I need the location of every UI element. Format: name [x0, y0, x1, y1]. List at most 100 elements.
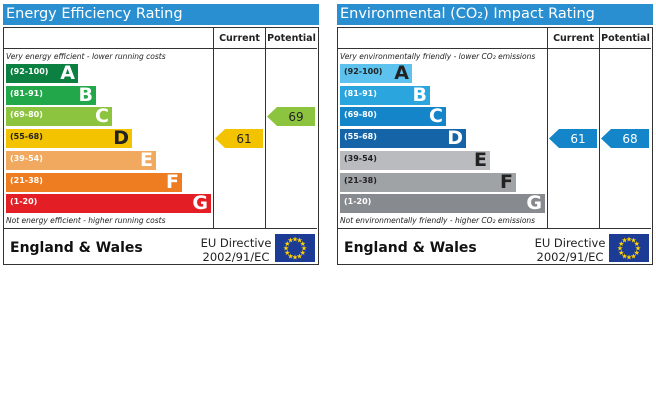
- band-g: (1-20) G: [6, 192, 211, 215]
- eu-directive: EU Directive 2002/91/EC: [533, 236, 607, 264]
- band-range: (39-54): [344, 153, 377, 163]
- star-icon: ★: [296, 237, 302, 245]
- band-d: (55-68) D: [340, 127, 466, 150]
- bottom-note: Not energy efficient - higher running co…: [6, 216, 166, 225]
- col-potential-header: Potential: [267, 33, 316, 44]
- star-icon: ★: [621, 237, 627, 245]
- band-range: (55-68): [344, 132, 377, 142]
- band-letter: D: [113, 127, 129, 150]
- star-icon: ★: [283, 245, 289, 253]
- potential-rating-arrow-shape: [601, 129, 649, 149]
- star-icon: ★: [626, 254, 632, 262]
- star-icon: ★: [618, 249, 624, 257]
- band-letter: B: [78, 83, 93, 106]
- top-note: Very environmentally friendly - lower CO…: [340, 52, 536, 61]
- band-d: (55-68) D: [6, 127, 132, 150]
- panel-title: Energy Efficiency Rating: [3, 4, 319, 25]
- star-icon: ★: [621, 252, 627, 260]
- star-icon: ★: [300, 240, 306, 248]
- band-g: (1-20) G: [340, 192, 545, 215]
- panel-title: Environmental (CO₂) Impact Rating: [337, 4, 653, 25]
- divider: [265, 28, 266, 229]
- current-rating-arrow: 61: [549, 129, 597, 149]
- eu-directive: EU Directive 2002/91/EC: [199, 236, 273, 264]
- star-icon: ★: [634, 249, 640, 257]
- col-current-header: Current: [553, 33, 594, 44]
- potential-rating-arrow: 68: [601, 129, 649, 149]
- band-range: (81-91): [10, 88, 43, 98]
- band-range: (21-38): [344, 175, 377, 185]
- star-icon: ★: [300, 249, 306, 257]
- band-range: (21-38): [10, 175, 43, 185]
- star-icon: ★: [634, 240, 640, 248]
- col-potential-header: Potential: [601, 33, 650, 44]
- band-letter: D: [447, 127, 463, 150]
- band-letter: B: [412, 83, 427, 106]
- current-rating-arrow-shape: [549, 129, 597, 149]
- band-e: (39-54) E: [340, 148, 490, 171]
- eu-stars-icon: ★★★★★★★★★★★★: [617, 236, 641, 262]
- band-range: (92-100): [344, 67, 383, 76]
- band-c: (69-80) C: [6, 105, 112, 127]
- band-b: (81-91) B: [340, 83, 430, 106]
- star-icon: ★: [301, 245, 307, 253]
- bottom-note: Not environmentally friendly - higher CO…: [340, 216, 536, 225]
- band-letter: F: [500, 170, 513, 193]
- divider: [338, 48, 651, 49]
- band-letter: G: [526, 192, 542, 215]
- band-e: (39-54) E: [6, 149, 156, 171]
- band-range: (1-20): [10, 197, 38, 207]
- top-note: Very energy efficient - lower running co…: [6, 52, 166, 61]
- star-icon: ★: [617, 245, 623, 253]
- star-icon: ★: [626, 236, 632, 244]
- potential-rating-arrow-shape: [267, 107, 315, 127]
- band-range: (81-91): [344, 88, 377, 98]
- directive-line: 2002/91/EC: [202, 250, 270, 264]
- divider: [547, 28, 548, 229]
- star-icon: ★: [287, 237, 293, 245]
- divider: [4, 48, 317, 49]
- star-icon: ★: [630, 252, 636, 260]
- divider: [338, 228, 651, 229]
- band-f: (21-38) F: [6, 170, 182, 193]
- star-icon: ★: [284, 249, 290, 257]
- star-icon: ★: [292, 236, 298, 244]
- star-icon: ★: [292, 254, 298, 262]
- divider: [4, 228, 317, 229]
- band-a: (92-100) A: [6, 62, 78, 84]
- band-a: (92-100) A: [340, 62, 412, 84]
- energy-efficiency-panel: Energy Efficiency Rating Current Potenti…: [3, 4, 319, 265]
- directive-line: EU Directive: [534, 236, 606, 250]
- band-letter: A: [394, 62, 409, 84]
- band-range: (69-80): [10, 110, 43, 120]
- band-letter: F: [166, 170, 179, 193]
- potential-rating-arrow: 69: [267, 107, 315, 127]
- current-rating-arrow-shape: [215, 129, 263, 149]
- band-letter: E: [474, 148, 487, 171]
- rating-frame: Current Potential Very energy efficient …: [3, 27, 319, 265]
- directive-line: 2002/91/EC: [536, 250, 604, 264]
- potential-rating-arrow-value: 69: [288, 110, 303, 124]
- region-label: England & Wales: [344, 240, 477, 256]
- band-range: (1-20): [344, 197, 372, 207]
- divider: [599, 28, 600, 229]
- band-range: (55-68): [10, 132, 43, 142]
- band-b: (81-91) B: [6, 83, 96, 106]
- current-rating-arrow-value: 61: [236, 132, 251, 146]
- rating-frame: Current Potential Very environmentally f…: [337, 27, 653, 265]
- current-rating-arrow-value: 61: [570, 132, 585, 146]
- star-icon: ★: [618, 240, 624, 248]
- col-current-header: Current: [219, 33, 260, 44]
- eu-flag-icon: ★ ★ ★ ★ ★ ★ ★ ★ ★ ★ ★ ★: [609, 234, 649, 262]
- divider: [213, 28, 214, 229]
- band-range: (39-54): [10, 153, 43, 163]
- current-rating-arrow: 61: [215, 129, 263, 149]
- band-letter: G: [192, 192, 208, 215]
- band-f: (21-38) F: [340, 170, 516, 193]
- potential-rating-arrow-value: 68: [622, 132, 637, 146]
- star-icon: ★: [296, 252, 302, 260]
- band-letter: C: [429, 105, 443, 128]
- band-letter: A: [60, 62, 75, 84]
- eu-stars-icon: ★★★★★★★★★★★★: [283, 236, 307, 262]
- star-icon: ★: [630, 237, 636, 245]
